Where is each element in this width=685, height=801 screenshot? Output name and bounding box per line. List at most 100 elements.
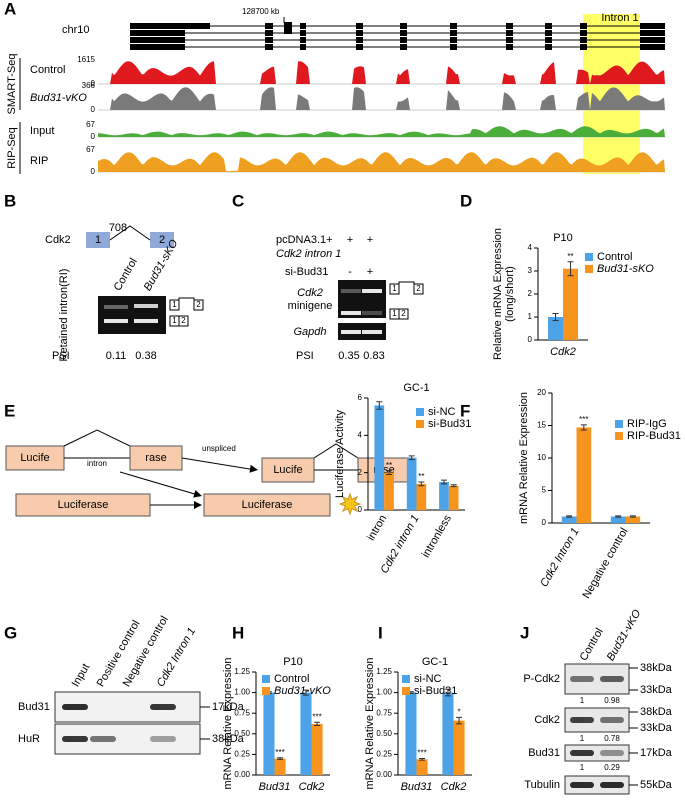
blot-band bbox=[150, 704, 176, 710]
y-axis-label: mRNA Relative Expression bbox=[518, 392, 530, 524]
light-icon bbox=[338, 492, 362, 516]
exon bbox=[506, 37, 513, 43]
ratio: 1 bbox=[580, 734, 585, 743]
sirna-label: si-Bud31 bbox=[285, 266, 328, 278]
exon bbox=[300, 23, 306, 29]
y-axis-label: (long/short) bbox=[504, 266, 516, 322]
y-tick-label: 10 bbox=[537, 453, 546, 462]
chart-title: P10 bbox=[283, 656, 303, 668]
blot-label: Cdk2 bbox=[297, 287, 323, 299]
size-label: 17kDa bbox=[212, 701, 245, 713]
y-tick-label: 4 bbox=[358, 430, 363, 439]
x-tick-label: Cdk2 bbox=[299, 781, 325, 793]
panel-label: B bbox=[4, 191, 16, 210]
y-tick-label: 1 bbox=[528, 312, 533, 321]
track-min: 0 bbox=[91, 105, 96, 114]
blot-label: Gapdh bbox=[293, 326, 326, 338]
bar bbox=[374, 405, 385, 510]
track-label: RIP bbox=[30, 155, 48, 167]
exon bbox=[356, 30, 363, 36]
coverage-track bbox=[98, 152, 665, 172]
exon bbox=[130, 37, 185, 43]
x-tick-label: Cdk2 bbox=[441, 781, 467, 793]
arrow bbox=[119, 471, 199, 496]
y-axis-label: mRNA Relative Expression bbox=[222, 657, 234, 789]
x-tick-label: Cdk2 Intron 1 bbox=[538, 526, 581, 589]
legend-label: si-Bud31 bbox=[428, 418, 471, 430]
blot-band bbox=[90, 736, 116, 742]
legend-swatch bbox=[585, 253, 593, 261]
track-max: 67 bbox=[86, 145, 95, 154]
blot-label: Tubulin bbox=[524, 779, 560, 791]
mini-exon bbox=[389, 283, 400, 295]
y-tick-label: 0.00 bbox=[234, 770, 250, 779]
y-tick-label: 2 bbox=[358, 468, 363, 477]
error-bar bbox=[277, 757, 284, 760]
legend-label: si-Bud31 bbox=[414, 685, 457, 697]
x-tick-label: intron bbox=[365, 513, 389, 543]
construct-text: rase bbox=[145, 452, 166, 464]
bar bbox=[610, 516, 626, 523]
group-label: RIP-Seq bbox=[6, 127, 18, 169]
error-bar bbox=[444, 688, 451, 697]
mini-exon-label: 2 bbox=[196, 300, 201, 309]
legend-swatch bbox=[262, 675, 270, 683]
ratio: 0.98 bbox=[604, 696, 620, 705]
panel-label: J bbox=[520, 623, 529, 642]
error-bar bbox=[302, 689, 309, 696]
x-tick-label: intronless bbox=[420, 513, 454, 560]
exon bbox=[640, 30, 665, 36]
bar bbox=[416, 759, 428, 775]
construct-box bbox=[129, 445, 183, 471]
exon-box bbox=[150, 232, 174, 248]
legend-label: Control bbox=[597, 251, 632, 263]
intron-line bbox=[313, 443, 359, 459]
y-axis-label: mRNA Relative Expression bbox=[364, 657, 376, 789]
exon bbox=[450, 37, 457, 43]
exon bbox=[506, 23, 513, 29]
y-tick-label: 20 bbox=[537, 388, 546, 397]
coverage-track bbox=[98, 61, 665, 84]
sign: + bbox=[367, 266, 373, 278]
error-bar bbox=[456, 716, 463, 725]
gel-band bbox=[104, 305, 128, 309]
size-label: 38kDa bbox=[212, 733, 245, 745]
y-tick-label: 4 bbox=[528, 243, 533, 252]
bar bbox=[453, 720, 465, 775]
y-tick-label: 0.25 bbox=[376, 750, 392, 759]
error-bar bbox=[408, 455, 415, 461]
coverage-track bbox=[98, 126, 665, 137]
exon bbox=[265, 44, 273, 50]
exon bbox=[265, 23, 273, 29]
gel-band bbox=[362, 330, 382, 334]
ratio: 1 bbox=[580, 696, 585, 705]
chrom-label: chr10 bbox=[62, 24, 90, 36]
exon bbox=[640, 23, 665, 29]
chart-title: GC-1 bbox=[422, 656, 448, 668]
x-tick-label: Bud31 bbox=[259, 781, 291, 793]
exon bbox=[580, 30, 587, 36]
error-bar bbox=[314, 721, 321, 727]
legend-label: Bud31-sKO bbox=[597, 263, 654, 275]
blot-band bbox=[62, 704, 88, 710]
bar bbox=[263, 692, 275, 775]
track-min: 0 bbox=[91, 79, 96, 88]
mini-exon bbox=[413, 283, 424, 295]
exon bbox=[300, 30, 306, 36]
error-bar bbox=[386, 470, 393, 476]
exon bbox=[130, 23, 210, 29]
highlight-label: Intron 1 bbox=[601, 12, 638, 24]
gel bbox=[98, 296, 166, 334]
y-tick-label: 3 bbox=[528, 266, 533, 275]
construct-text: Luciferase bbox=[58, 499, 109, 511]
size-label: 33kDa bbox=[640, 684, 673, 696]
track-label: Input bbox=[30, 125, 54, 137]
mini-exon-label: 2 bbox=[181, 316, 186, 325]
significance: *** bbox=[275, 748, 284, 757]
unspliced-label: unspliced bbox=[202, 444, 236, 453]
exon bbox=[506, 30, 513, 36]
ratio: 1 bbox=[580, 763, 585, 772]
legend-swatch bbox=[416, 420, 424, 428]
error-bar bbox=[552, 313, 559, 321]
mini-exon-label: 1 bbox=[172, 316, 177, 325]
